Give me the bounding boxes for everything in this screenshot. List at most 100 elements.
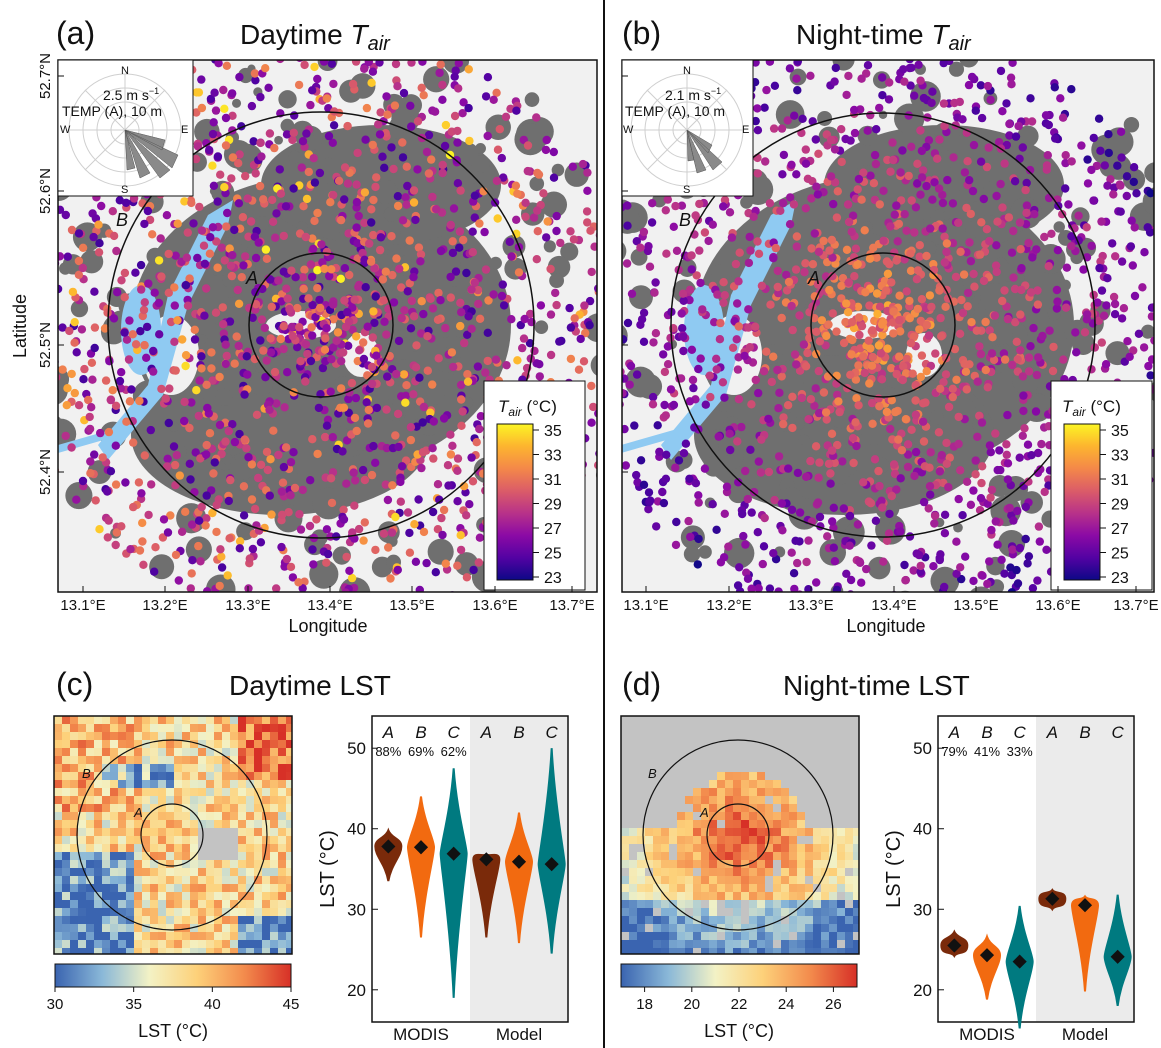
station-point	[751, 60, 760, 67]
station-point	[307, 272, 317, 282]
station-point	[892, 485, 901, 494]
station-point	[817, 316, 827, 325]
station-point	[405, 548, 415, 557]
station-point	[137, 285, 146, 294]
station-point	[851, 244, 861, 253]
station-point	[339, 515, 349, 524]
category-label: C	[546, 723, 559, 742]
station-point	[741, 540, 750, 549]
station-point	[417, 463, 426, 473]
station-point	[103, 487, 112, 496]
station-point	[822, 415, 831, 424]
station-point	[390, 101, 400, 110]
station-point	[252, 410, 262, 419]
station-point	[427, 155, 436, 164]
station-point	[733, 299, 742, 308]
station-point	[694, 498, 703, 507]
station-point	[789, 200, 799, 209]
station-point	[424, 130, 434, 140]
station-point	[206, 47, 214, 55]
station-point	[907, 425, 916, 434]
station-point	[821, 408, 831, 417]
lon-tick-label: 13.6°E	[1035, 597, 1080, 614]
station-point	[1096, 257, 1105, 266]
station-point	[907, 142, 916, 151]
station-point	[58, 231, 59, 233]
station-point	[622, 335, 628, 344]
station-point	[612, 337, 620, 345]
station-point	[790, 111, 799, 120]
station-point	[353, 239, 362, 248]
station-point	[546, 350, 556, 360]
station-point	[277, 607, 285, 615]
station-point	[108, 207, 118, 216]
station-point	[202, 284, 211, 293]
station-point	[533, 206, 542, 215]
station-point	[297, 163, 306, 172]
station-point	[67, 443, 76, 452]
station-point	[1019, 406, 1028, 416]
station-point	[977, 418, 987, 427]
station-point	[318, 363, 328, 373]
station-point	[280, 403, 289, 412]
station-point	[317, 240, 326, 249]
station-point	[811, 442, 821, 451]
station-point	[735, 563, 744, 572]
station-point	[416, 257, 425, 266]
station-point	[212, 527, 221, 537]
station-point	[907, 63, 916, 72]
station-point	[159, 515, 169, 524]
station-point	[332, 532, 341, 541]
station-point	[754, 249, 764, 258]
station-point	[450, 72, 459, 81]
station-point	[987, 525, 996, 535]
station-point	[320, 345, 330, 354]
station-point	[985, 441, 995, 450]
station-point	[776, 206, 785, 215]
station-point	[1044, 262, 1053, 271]
station-point	[348, 79, 358, 89]
station-point	[1009, 516, 1018, 525]
station-point	[401, 193, 410, 202]
station-point	[1033, 576, 1042, 585]
station-point	[1030, 210, 1039, 219]
station-point	[895, 352, 904, 361]
map-a-station-points	[58, 47, 620, 615]
station-point	[539, 189, 548, 198]
station-point	[827, 235, 836, 245]
station-point	[411, 557, 421, 566]
colorbar-tick-label: 35	[1111, 423, 1129, 440]
station-point	[875, 103, 884, 113]
station-point	[1006, 73, 1016, 82]
station-point	[815, 458, 824, 467]
station-point	[745, 343, 755, 352]
station-point	[1109, 190, 1118, 199]
station-point	[256, 138, 265, 148]
station-point	[1082, 315, 1092, 324]
station-point	[698, 305, 707, 314]
station-point	[838, 457, 847, 466]
station-point	[901, 415, 911, 424]
lst-map-day-ring-outer-label: B	[82, 766, 91, 781]
station-point	[216, 170, 225, 179]
station-point	[379, 296, 389, 305]
station-point	[868, 326, 877, 335]
station-point	[911, 203, 921, 212]
station-point	[484, 296, 493, 305]
station-point	[183, 228, 192, 237]
station-point	[98, 453, 107, 462]
station-point	[804, 415, 813, 424]
station-point	[315, 168, 325, 178]
station-point	[516, 320, 525, 330]
station-point	[197, 364, 206, 373]
station-point	[239, 482, 249, 491]
station-point	[901, 576, 910, 585]
y-tick-label: 20	[913, 981, 932, 1000]
category-label: C	[1014, 723, 1027, 742]
station-point	[1082, 223, 1091, 232]
station-point	[392, 254, 401, 263]
station-point	[773, 266, 782, 276]
station-point	[101, 376, 111, 385]
station-point	[826, 469, 835, 478]
